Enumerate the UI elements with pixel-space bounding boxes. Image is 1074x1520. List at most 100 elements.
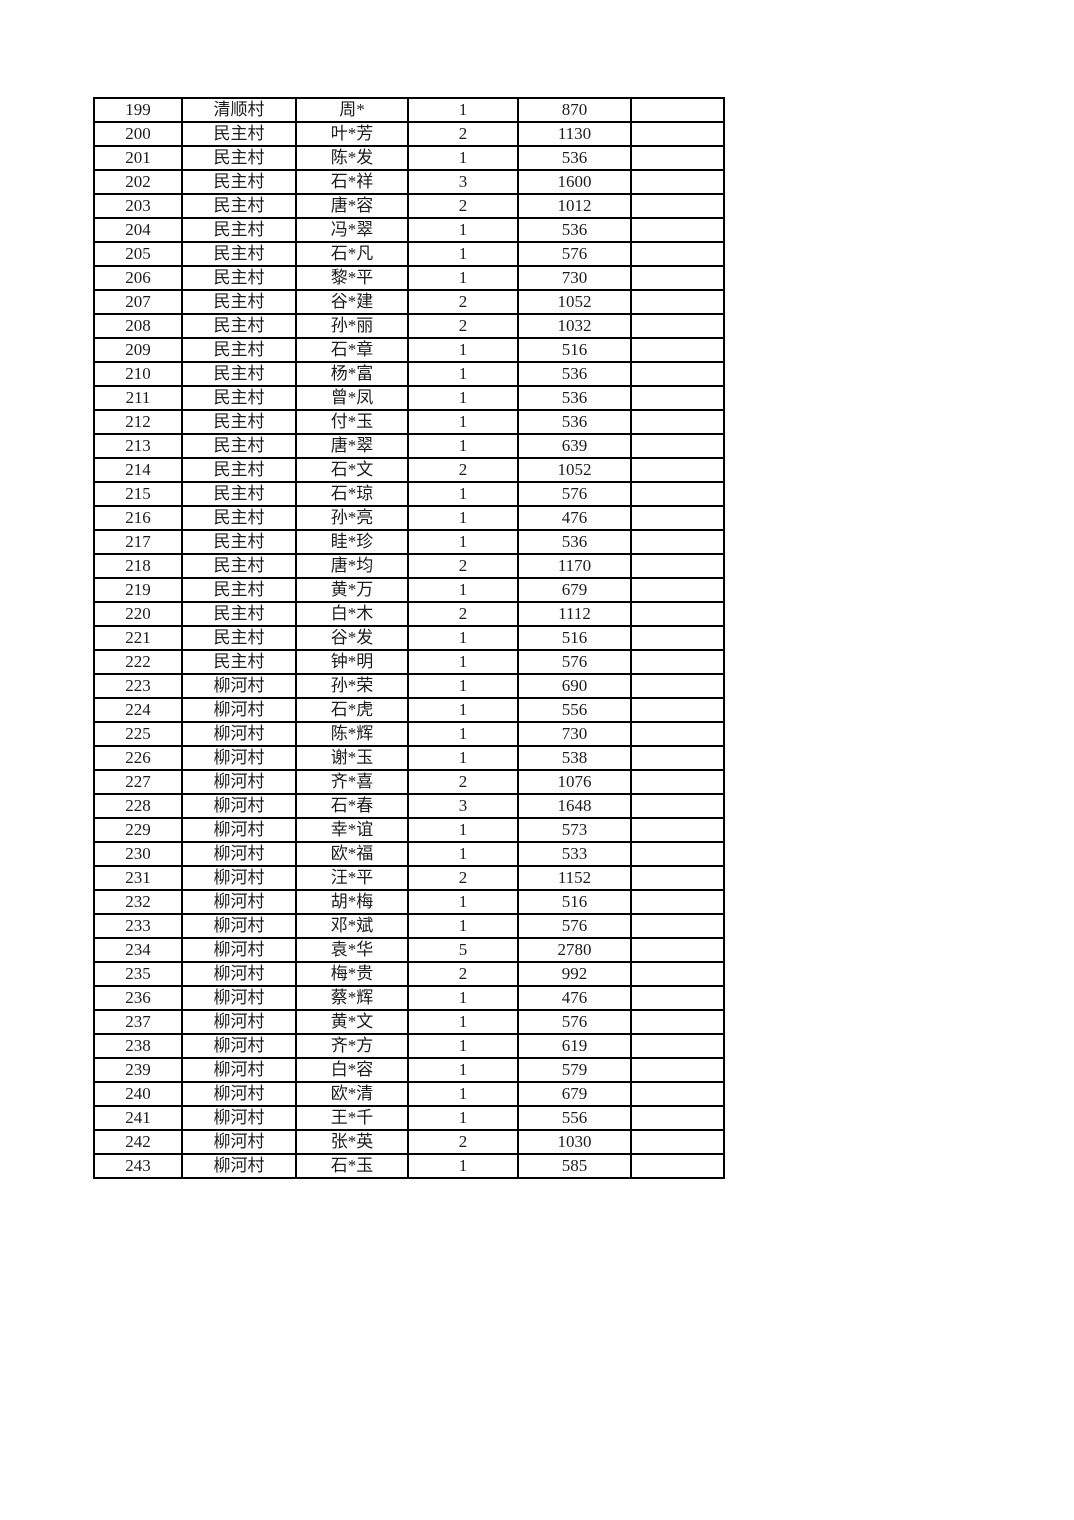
cell-count: 2 xyxy=(407,313,519,339)
table-row: 238 柳河村 齐*方 1 619 xyxy=(93,1033,725,1059)
cell-village: 柳河村 xyxy=(181,769,297,795)
table-row: 239 柳河村 白*容 1 579 xyxy=(93,1057,725,1083)
cell-amount: 639 xyxy=(517,433,632,459)
cell-count: 2 xyxy=(407,961,519,987)
table-row: 216 民主村 孙*亮 1 476 xyxy=(93,505,725,531)
cell-amount: 1648 xyxy=(517,793,632,819)
table-row: 237 柳河村 黄*文 1 576 xyxy=(93,1009,725,1035)
cell-village: 柳河村 xyxy=(181,889,297,915)
cell-note xyxy=(630,913,725,939)
table-row: 240 柳河村 欧*清 1 679 xyxy=(93,1081,725,1107)
table-row: 208 民主村 孙*丽 2 1032 xyxy=(93,313,725,339)
cell-count: 1 xyxy=(407,1009,519,1035)
cell-name: 眭*珍 xyxy=(295,529,409,555)
cell-count: 1 xyxy=(407,1081,519,1107)
cell-index: 229 xyxy=(93,817,183,843)
table-row: 219 民主村 黄*万 1 679 xyxy=(93,577,725,603)
table-row: 215 民主村 石*琼 1 576 xyxy=(93,481,725,507)
cell-village: 柳河村 xyxy=(181,1153,297,1179)
cell-count: 2 xyxy=(407,121,519,147)
cell-note xyxy=(630,625,725,651)
cell-name: 蔡*辉 xyxy=(295,985,409,1011)
cell-name: 孙*丽 xyxy=(295,313,409,339)
cell-index: 225 xyxy=(93,721,183,747)
cell-count: 1 xyxy=(407,745,519,771)
cell-name: 张*英 xyxy=(295,1129,409,1155)
cell-amount: 1170 xyxy=(517,553,632,579)
cell-name: 陈*发 xyxy=(295,145,409,171)
table-row: 212 民主村 付*玉 1 536 xyxy=(93,409,725,435)
cell-village: 民主村 xyxy=(181,337,297,363)
cell-amount: 1112 xyxy=(517,601,632,627)
cell-note xyxy=(630,1129,725,1155)
cell-count: 1 xyxy=(407,913,519,939)
cell-index: 214 xyxy=(93,457,183,483)
cell-village: 柳河村 xyxy=(181,745,297,771)
cell-note xyxy=(630,577,725,603)
cell-note xyxy=(630,937,725,963)
cell-note xyxy=(630,457,725,483)
roster-table: 199 清顺村 周* 1 870 200 民主村 叶*芳 2 1130 201 民主村 陈*发 1 536 2… xyxy=(93,97,725,1179)
cell-count: 1 xyxy=(407,385,519,411)
cell-village: 民主村 xyxy=(181,361,297,387)
cell-note xyxy=(630,889,725,915)
cell-index: 209 xyxy=(93,337,183,363)
cell-village: 民主村 xyxy=(181,265,297,291)
cell-village: 柳河村 xyxy=(181,961,297,987)
cell-village: 民主村 xyxy=(181,313,297,339)
cell-count: 2 xyxy=(407,553,519,579)
cell-index: 213 xyxy=(93,433,183,459)
cell-count: 1 xyxy=(407,337,519,363)
cell-amount: 516 xyxy=(517,625,632,651)
cell-note xyxy=(630,721,725,747)
cell-village: 民主村 xyxy=(181,241,297,267)
cell-index: 240 xyxy=(93,1081,183,1107)
cell-note xyxy=(630,169,725,195)
cell-count: 1 xyxy=(407,1057,519,1083)
cell-count: 1 xyxy=(407,1153,519,1179)
cell-count: 2 xyxy=(407,289,519,315)
cell-name: 石*章 xyxy=(295,337,409,363)
cell-name: 汪*平 xyxy=(295,865,409,891)
cell-index: 220 xyxy=(93,601,183,627)
cell-count: 1 xyxy=(407,721,519,747)
table-row: 231 柳河村 汪*平 2 1152 xyxy=(93,865,725,891)
cell-count: 1 xyxy=(407,1105,519,1131)
cell-name: 付*玉 xyxy=(295,409,409,435)
cell-amount: 1052 xyxy=(517,457,632,483)
cell-index: 216 xyxy=(93,505,183,531)
table-row: 218 民主村 唐*均 2 1170 xyxy=(93,553,725,579)
cell-index: 235 xyxy=(93,961,183,987)
cell-index: 205 xyxy=(93,241,183,267)
cell-count: 1 xyxy=(407,889,519,915)
cell-count: 1 xyxy=(407,217,519,243)
cell-note xyxy=(630,841,725,867)
cell-village: 柳河村 xyxy=(181,697,297,723)
table-row: 217 民主村 眭*珍 1 536 xyxy=(93,529,725,555)
cell-note xyxy=(630,289,725,315)
cell-village: 民主村 xyxy=(181,121,297,147)
cell-name: 黄*文 xyxy=(295,1009,409,1035)
cell-village: 民主村 xyxy=(181,457,297,483)
cell-note xyxy=(630,1105,725,1131)
table-row: 201 民主村 陈*发 1 536 xyxy=(93,145,725,171)
cell-count: 2 xyxy=(407,457,519,483)
cell-amount: 730 xyxy=(517,265,632,291)
cell-amount: 1076 xyxy=(517,769,632,795)
cell-village: 民主村 xyxy=(181,577,297,603)
cell-name: 黄*万 xyxy=(295,577,409,603)
cell-note xyxy=(630,1009,725,1035)
cell-note xyxy=(630,433,725,459)
cell-village: 柳河村 xyxy=(181,1009,297,1035)
cell-village: 柳河村 xyxy=(181,721,297,747)
cell-index: 202 xyxy=(93,169,183,195)
cell-note xyxy=(630,121,725,147)
cell-count: 1 xyxy=(407,505,519,531)
table-row: 199 清顺村 周* 1 870 xyxy=(93,97,725,123)
cell-name: 周* xyxy=(295,97,409,123)
cell-village: 柳河村 xyxy=(181,817,297,843)
cell-amount: 585 xyxy=(517,1153,632,1179)
cell-village: 民主村 xyxy=(181,169,297,195)
cell-amount: 536 xyxy=(517,529,632,555)
cell-note xyxy=(630,361,725,387)
